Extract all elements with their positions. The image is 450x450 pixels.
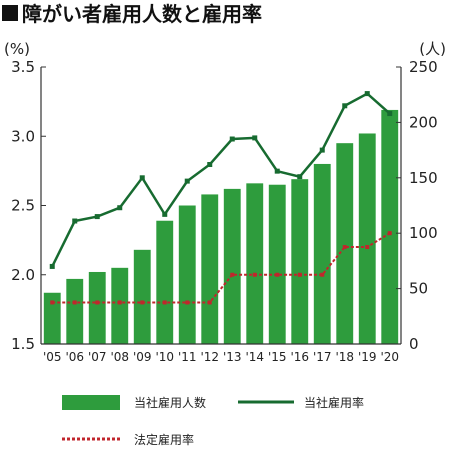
- bar-series: [43, 109, 399, 344]
- left-tick-label: 2.0: [11, 266, 35, 284]
- bar: [66, 278, 84, 344]
- right-tick-label: 200: [409, 113, 438, 131]
- legal-rate-point: [117, 300, 122, 305]
- right-axis-unit: (人): [419, 40, 446, 58]
- x-tick-label: '19: [358, 350, 377, 364]
- bar: [336, 143, 354, 344]
- bar: [291, 179, 309, 344]
- bar: [43, 292, 61, 344]
- bar: [201, 194, 219, 344]
- x-axis-ticks: '05'06'07'08'09'10'11'12'13'14'15'16'17 '…: [43, 350, 399, 364]
- rate-point: [387, 111, 393, 117]
- bar: [156, 220, 174, 344]
- bar: [268, 184, 286, 344]
- right-tick-label: 150: [409, 169, 438, 187]
- bar: [111, 267, 129, 344]
- legal-rate-point: [162, 300, 167, 305]
- rate-point: [72, 218, 78, 224]
- x-tick-label: '09: [133, 350, 152, 364]
- rate-point: [229, 136, 235, 142]
- left-tick-label: 3.5: [11, 58, 35, 76]
- bar: [88, 271, 106, 344]
- bar: [381, 109, 399, 344]
- legal-rate-point: [252, 272, 257, 277]
- rate-point: [252, 135, 258, 141]
- x-tick-label: '06: [65, 350, 84, 364]
- legal-rate-line: [52, 232, 391, 304]
- legal-rate-point: [140, 300, 145, 305]
- legal-rate-point: [297, 272, 302, 277]
- x-tick-label: '20: [380, 350, 399, 364]
- legend-legal-label: 法定雇用率: [134, 432, 194, 447]
- legal-rate-point: [387, 231, 392, 236]
- x-tick-label: '11: [178, 350, 197, 364]
- x-tick-label: '05: [43, 350, 62, 364]
- chart-title: 障がい者雇用人数と雇用率: [22, 2, 262, 26]
- legend: 当社雇用人数 当社雇用率 法定雇用率: [62, 395, 364, 447]
- bar: [178, 205, 196, 344]
- bar: [358, 133, 376, 344]
- rate-point: [139, 175, 145, 181]
- legal-rate-series: [50, 231, 392, 305]
- x-tick-label: '07: [88, 350, 107, 364]
- rate-point: [319, 147, 325, 153]
- x-tick-label: '13: [223, 350, 242, 364]
- legend-bar-label: 当社雇用人数: [134, 395, 206, 410]
- legend-rate-label: 当社雇用率: [304, 395, 364, 410]
- right-tick-label: 250: [409, 58, 438, 76]
- rate-point: [94, 214, 100, 220]
- bar: [133, 249, 151, 344]
- legal-rate-point: [275, 272, 280, 277]
- legal-rate-point: [207, 300, 212, 305]
- rate-point: [297, 174, 303, 180]
- x-tick-label: '17: [313, 350, 332, 364]
- title-block-icon: [2, 5, 18, 21]
- bar: [223, 188, 241, 344]
- rate-point: [364, 91, 370, 97]
- axes: [40, 66, 402, 345]
- rate-point: [184, 178, 190, 184]
- legal-rate-point: [95, 300, 100, 305]
- legend-bar-swatch: [62, 395, 120, 410]
- rate-point: [274, 168, 280, 174]
- x-tick-label: '10: [155, 350, 174, 364]
- rate-point: [117, 205, 123, 211]
- rate-series: [49, 91, 393, 269]
- left-axis-unit: (%): [4, 40, 30, 58]
- legal-rate-point: [72, 300, 77, 305]
- rate-line: [51, 92, 391, 267]
- legal-rate-point: [185, 300, 190, 305]
- x-tick-label: '12: [200, 350, 219, 364]
- legal-rate-point: [230, 272, 235, 277]
- x-tick-label: '18: [335, 350, 354, 364]
- x-tick-label: '15: [268, 350, 287, 364]
- bar: [313, 163, 331, 344]
- bar: [246, 183, 264, 344]
- right-tick-label: 0: [409, 335, 419, 353]
- legal-rate-point: [320, 272, 325, 277]
- x-tick-label: '08: [110, 350, 129, 364]
- right-tick-label: 50: [409, 280, 428, 298]
- rate-point: [162, 211, 168, 217]
- left-tick-label: 1.5: [11, 335, 35, 353]
- rate-point: [49, 263, 55, 269]
- x-tick-label: '14: [245, 350, 264, 364]
- x-tick-label: '16: [290, 350, 309, 364]
- left-tick-label: 2.5: [11, 197, 35, 215]
- legal-rate-point: [342, 245, 347, 250]
- right-axis-ticks: 0 50 100 150 200 250: [409, 58, 438, 353]
- left-axis-ticks: 1.5 2.0 2.5 3.0 3.5: [11, 58, 35, 353]
- legal-rate-point: [50, 300, 55, 305]
- rate-point: [342, 103, 348, 109]
- left-tick-label: 3.0: [11, 127, 35, 145]
- right-tick-label: 100: [409, 224, 438, 242]
- rate-point: [207, 162, 213, 168]
- legal-rate-point: [365, 245, 370, 250]
